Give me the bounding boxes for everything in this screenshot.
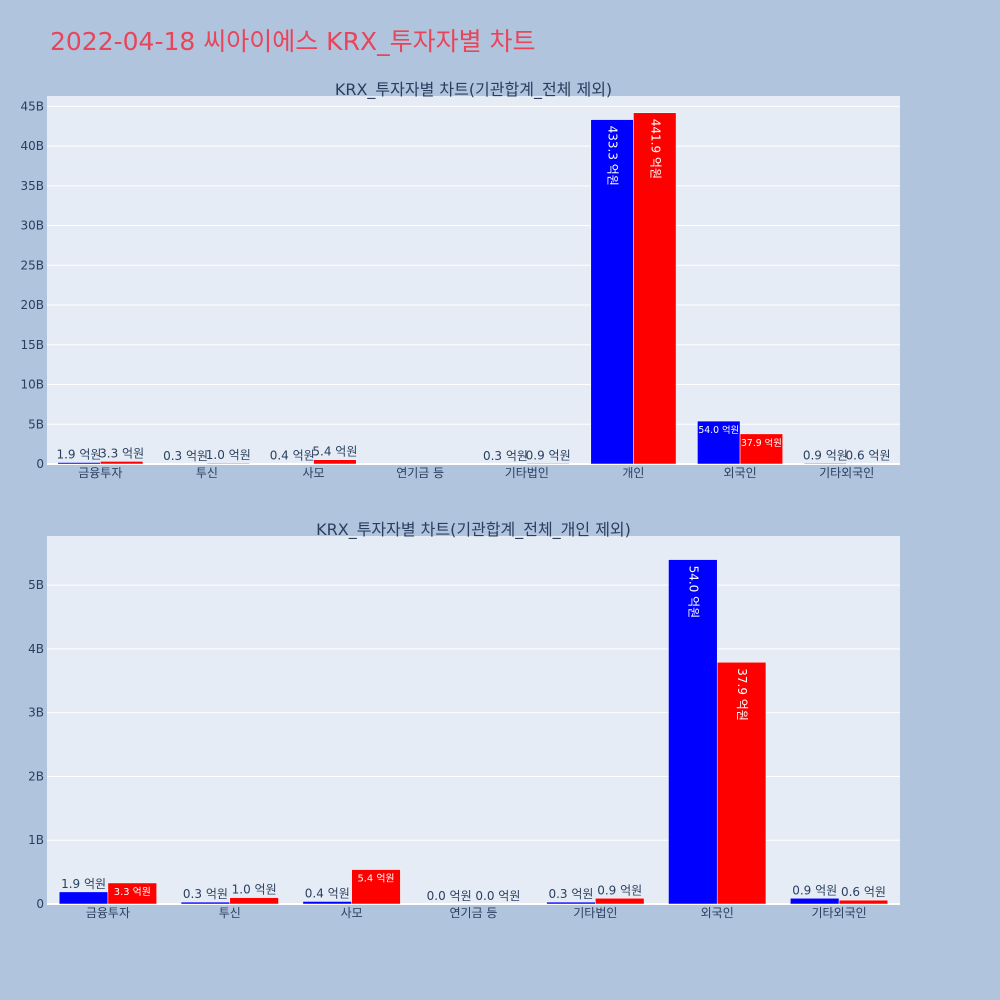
bar-value-label: 37.9 억원	[735, 668, 749, 721]
bar-value-label: 0.3 억원	[163, 449, 208, 463]
bar	[668, 559, 718, 905]
bar	[838, 899, 889, 905]
bar	[58, 891, 109, 905]
y-tick-label: 5B	[28, 417, 44, 431]
top-bar-chart: 0 5B 10B 15B 20B 25B 30B 35B 40B 45B KRX_투자자별 차트(기…	[20, 80, 900, 480]
bar-value-label: 3.3 억원	[99, 446, 144, 460]
bar-value-label: 441.9 억원	[648, 119, 662, 179]
bar	[590, 119, 634, 465]
x-tick-label: 외국인	[724, 466, 757, 480]
y-tick-label: 0	[36, 897, 44, 911]
y-tick-label: 30B	[20, 219, 44, 233]
y-tick-label: 2B	[28, 769, 44, 783]
y-tick-label: 20B	[20, 298, 44, 312]
x-tick-label: 기타법인	[573, 906, 617, 920]
x-tick-label: 금융투자	[86, 906, 130, 920]
y-tick-label: 25B	[20, 258, 44, 272]
bar-value-label: 0.9 억원	[792, 883, 837, 897]
page-title: 2022-04-18 씨아이에스 KRX_투자자별 차트	[50, 27, 536, 56]
x-tick-label: 사모	[303, 466, 325, 480]
y-tick-label: 40B	[20, 139, 44, 153]
bar	[790, 898, 840, 905]
x-tick-label: 기타외국인	[819, 466, 874, 480]
x-tick-label: 사모	[341, 906, 363, 920]
bar-value-label: 54.0 억원	[686, 566, 700, 619]
bar	[302, 901, 352, 905]
plot-area	[47, 96, 900, 464]
x-tick-label: 투신	[219, 906, 241, 920]
x-tick-label: 금융투자	[78, 466, 122, 480]
y-tick-label: 10B	[20, 378, 44, 392]
y-tick-label: 1B	[28, 833, 44, 847]
chart-title: KRX_투자자별 차트(기관합계_전체 제외)	[335, 80, 612, 100]
chart-title: KRX_투자자별 차트(기관합계_전체_개인 제외)	[316, 520, 631, 540]
x-tick-label: 연기금 등	[396, 466, 444, 480]
x-tick-label: 기타외국인	[811, 906, 866, 920]
y-tick-label: 15B	[20, 338, 44, 352]
bar	[697, 420, 741, 465]
bar	[206, 462, 250, 465]
bar-value-label: 0.3 억원	[548, 887, 593, 901]
bar-value-label: 0.9 억원	[597, 883, 642, 897]
x-tick-label: 기타법인	[505, 466, 549, 480]
y-tick-label: 0	[36, 457, 44, 471]
bar	[229, 897, 279, 905]
bar-value-label: 1.9 억원	[61, 877, 106, 891]
bar-value-label: 0.9 억원	[803, 448, 848, 462]
x-tick-label: 연기금 등	[450, 906, 498, 920]
bar-value-label: 0.9 억원	[526, 448, 571, 462]
bar-value-label: 0.6 억원	[841, 885, 886, 899]
plot-area	[47, 536, 900, 904]
bar-value-label: 0.3 억원	[483, 449, 528, 463]
bar	[100, 461, 144, 465]
bar-value-label: 1.9 억원	[56, 447, 101, 461]
bar-value-label: 0.4 억원	[270, 449, 315, 463]
bar	[313, 459, 357, 465]
bar-value-label: 0.3 억원	[183, 887, 228, 901]
y-tick-label: 3B	[28, 706, 44, 720]
bar-value-label: 5.4 억원	[358, 873, 395, 885]
bar	[546, 901, 596, 905]
bar	[716, 662, 767, 905]
bar	[526, 463, 570, 465]
bar-value-label: 1.0 억원	[232, 883, 277, 897]
x-tick-label: 외국인	[701, 906, 734, 920]
bar-value-label: 0.6 억원	[846, 449, 891, 463]
bar-value-label: 0.4 억원	[305, 886, 350, 900]
bar-value-label: 0.0 억원	[427, 889, 472, 903]
bar-value-label: 433.3 억원	[606, 126, 620, 186]
bar-value-label: 3.3 억원	[114, 886, 151, 898]
bar-value-label: 1.0 억원	[206, 448, 251, 462]
x-tick-label: 투신	[196, 466, 218, 480]
bar-value-label: 0.0 억원	[475, 889, 520, 903]
bar	[739, 433, 783, 465]
bar	[633, 112, 677, 465]
bar-value-label: 54.0 억원	[698, 424, 739, 436]
bar	[595, 898, 645, 905]
y-tick-label: 45B	[20, 99, 44, 113]
bar-value-label: 37.9 억원	[741, 437, 782, 449]
bar-value-label: 5.4 억원	[312, 445, 357, 459]
x-tick-label: 개인	[622, 466, 644, 480]
bar	[107, 882, 157, 905]
bar	[180, 901, 231, 905]
y-tick-label: 4B	[28, 642, 44, 656]
y-tick-label: 5B	[28, 578, 44, 592]
y-tick-label: 35B	[20, 179, 44, 193]
bar	[351, 869, 401, 905]
